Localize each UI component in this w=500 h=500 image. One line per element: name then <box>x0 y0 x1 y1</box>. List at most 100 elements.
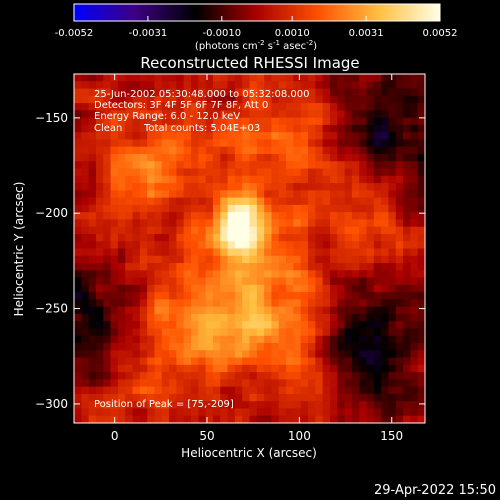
heatmap-cell <box>95 255 104 264</box>
heatmap-cell <box>264 415 272 424</box>
heatmap-cell <box>220 263 229 271</box>
heatmap-cell <box>322 379 331 388</box>
heatmap-cell <box>264 190 272 199</box>
heatmap-cell <box>191 379 199 388</box>
heatmap-cell <box>227 153 236 162</box>
heatmap-cell <box>147 408 155 417</box>
heatmap-cell <box>410 146 419 155</box>
heatmap-cell <box>395 81 404 90</box>
heatmap-cell <box>88 255 97 264</box>
heatmap-cell <box>154 255 163 264</box>
heatmap-cell <box>198 161 207 170</box>
heatmap-cell <box>95 263 104 271</box>
heatmap-cell <box>139 393 148 402</box>
heatmap-cell <box>286 364 294 373</box>
heatmap-cell <box>154 233 163 242</box>
heatmap-cell <box>337 401 346 409</box>
heatmap-cell <box>351 357 360 366</box>
heatmap-cell <box>95 183 104 191</box>
heatmap-cell <box>132 284 141 293</box>
heatmap-cell <box>103 103 112 111</box>
heatmap-cell <box>278 226 287 235</box>
heatmap-cell <box>212 255 221 264</box>
heatmap-cell <box>293 175 302 184</box>
heatmap-cell <box>366 204 375 213</box>
heatmap-cell <box>403 226 411 235</box>
heatmap-cell <box>315 415 324 424</box>
heatmap-cell <box>227 401 236 409</box>
heatmap-cell <box>81 103 90 111</box>
heatmap-cell <box>410 117 419 126</box>
heatmap-cell <box>242 299 250 308</box>
heatmap-cell <box>322 175 331 184</box>
heatmap-cell <box>381 372 389 380</box>
heatmap-cell <box>132 95 141 104</box>
heatmap-cell <box>337 153 346 162</box>
heatmap-cell <box>117 88 126 97</box>
heatmap-cell <box>95 328 104 337</box>
heatmap-cell <box>161 357 170 366</box>
heatmap-cell <box>88 103 97 111</box>
heatmap-cell <box>132 139 141 148</box>
heatmap-cell <box>110 408 119 417</box>
heatmap-cell <box>220 415 229 424</box>
heatmap-cell <box>154 415 163 424</box>
heatmap-cell <box>293 183 302 191</box>
heatmap-cell <box>88 74 97 82</box>
heatmap-cell <box>176 117 185 126</box>
heatmap-cell <box>234 328 243 337</box>
heatmap-cell <box>286 183 294 191</box>
heatmap-cell <box>351 328 360 337</box>
heatmap-cell <box>132 175 141 184</box>
heatmap-cell <box>308 379 316 388</box>
heatmap-cell <box>110 153 119 162</box>
heatmap-cell <box>227 226 236 235</box>
heatmap-cell <box>169 328 177 337</box>
heatmap-cell <box>264 124 272 133</box>
heatmap-cell <box>242 204 250 213</box>
heatmap-cell <box>351 292 360 300</box>
heatmap-cell <box>191 74 199 82</box>
heatmap-cell <box>264 168 272 177</box>
heatmap-cell <box>234 270 243 279</box>
heatmap-cell <box>191 357 199 366</box>
heatmap-cell <box>242 401 250 409</box>
heatmap-cell <box>117 124 126 133</box>
heatmap-cell <box>227 103 236 111</box>
heatmap-cell <box>322 393 331 402</box>
heatmap-cell <box>154 386 163 395</box>
heatmap-cell <box>256 270 265 279</box>
heatmap-cell <box>293 292 302 300</box>
heatmap-cell <box>322 343 331 351</box>
heatmap-cell <box>103 343 112 351</box>
heatmap-cell <box>286 357 294 366</box>
heatmap-cell <box>403 350 411 359</box>
heatmap-cell <box>125 379 133 388</box>
heatmap-cell <box>95 81 104 90</box>
heatmap-cell <box>212 110 221 119</box>
heatmap-cell <box>74 313 82 322</box>
heatmap-cell <box>264 255 272 264</box>
heatmap-cell <box>176 161 185 170</box>
heatmap-cell <box>242 379 250 388</box>
heatmap-cell <box>286 393 294 402</box>
heatmap-cell <box>351 401 360 409</box>
heatmap-cell <box>403 212 411 220</box>
heatmap-cell <box>88 161 97 170</box>
heatmap-cell <box>103 241 112 249</box>
heatmap-cell <box>308 401 316 409</box>
heatmap-cell <box>139 379 148 388</box>
heatmap-cell <box>293 408 302 417</box>
heatmap-cell <box>198 379 207 388</box>
heatmap-cell <box>381 132 389 140</box>
heatmap-cell <box>395 103 404 111</box>
x-tick-label: 100 <box>288 429 311 443</box>
heatmap-cell <box>74 372 82 380</box>
heatmap-cell <box>132 233 141 242</box>
heatmap-cell <box>344 74 353 82</box>
heatmap-cell <box>249 277 258 286</box>
heatmap-cell <box>110 146 119 155</box>
heatmap-cell <box>139 408 148 417</box>
heatmap-cell <box>147 401 155 409</box>
heatmap-cell <box>242 168 250 177</box>
